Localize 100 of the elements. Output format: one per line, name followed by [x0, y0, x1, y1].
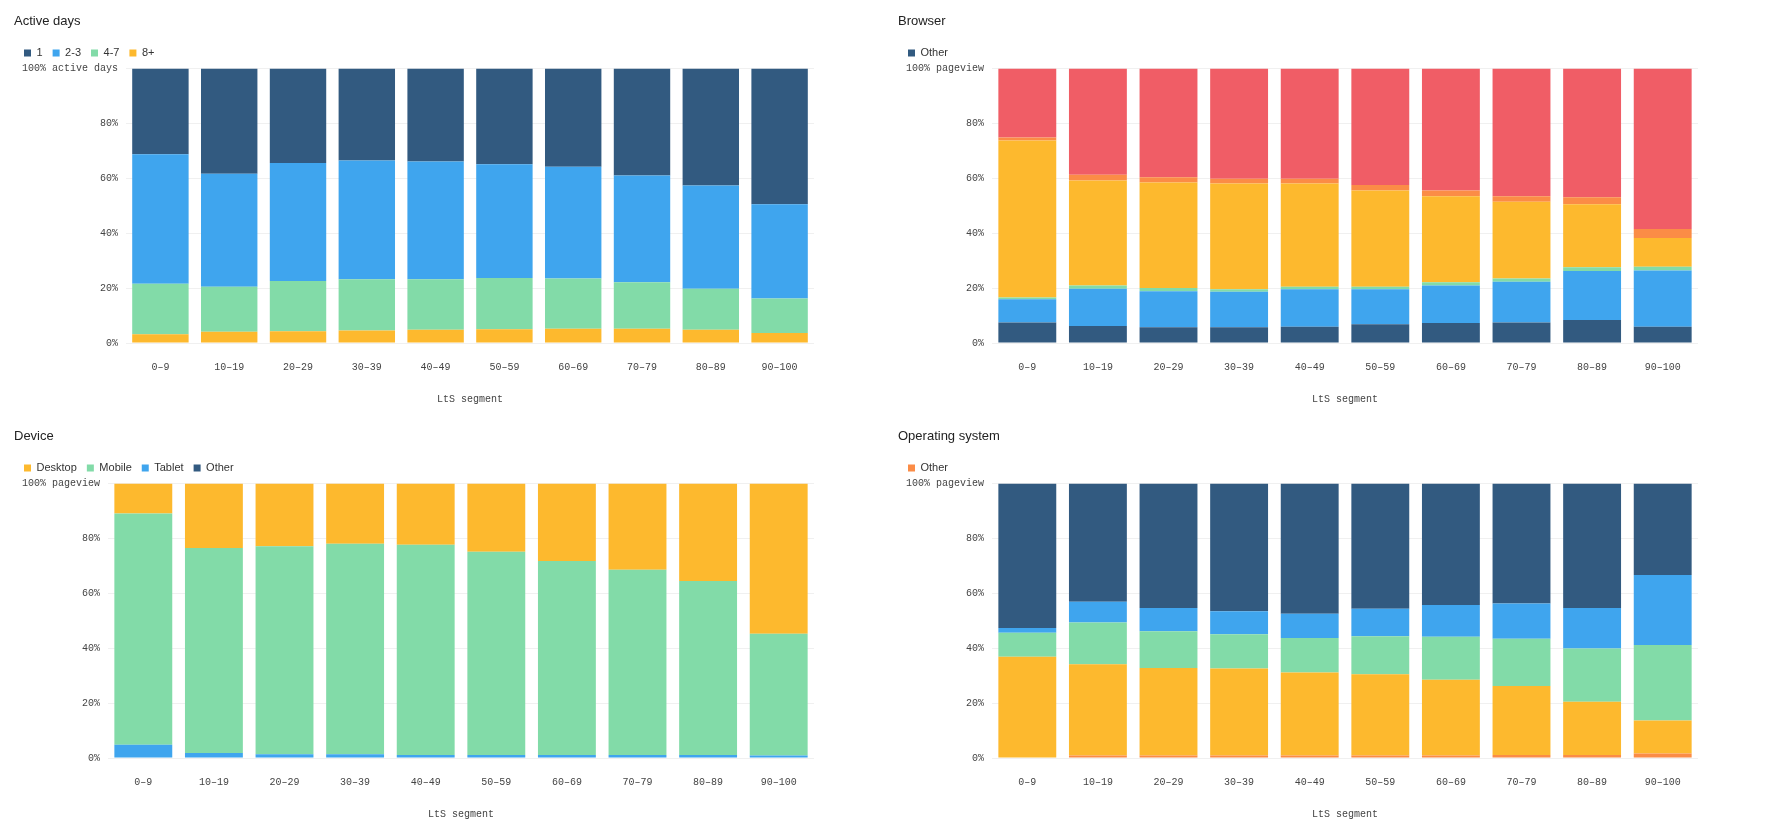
- bar: [998, 140, 1057, 298]
- bar: [1139, 291, 1198, 328]
- bar: [1068, 174, 1127, 181]
- bar: [467, 551, 526, 755]
- x-axis-title: LtS segment: [1312, 393, 1379, 405]
- y-tick-label: 100% active days: [22, 63, 119, 75]
- bar: [1563, 204, 1622, 268]
- x-tick-label: 80–89: [1577, 776, 1608, 788]
- y-tick-label: 100% pageview: [906, 478, 985, 490]
- bar: [1351, 324, 1410, 343]
- bar: [255, 754, 314, 758]
- chart-title: Browser: [898, 13, 947, 29]
- bar: [1139, 327, 1198, 343]
- bar: [476, 164, 533, 278]
- x-tick-label: 90–100: [760, 776, 797, 788]
- y-tick-label: 80%: [82, 533, 101, 545]
- x-tick-label: 60–69: [558, 361, 589, 373]
- bar: [1351, 289, 1410, 325]
- x-tick-label: 20–29: [1153, 776, 1184, 788]
- bar: [998, 137, 1057, 141]
- x-tick-label: 70–79: [627, 361, 658, 373]
- bar: [114, 483, 173, 514]
- bar: [184, 483, 243, 549]
- bar: [998, 656, 1057, 758]
- bar: [1633, 644, 1692, 721]
- bar: [608, 483, 667, 570]
- x-tick-label: 40–49: [410, 776, 441, 788]
- bar: [1139, 177, 1198, 183]
- bar: [1280, 613, 1339, 639]
- bar: [269, 280, 327, 332]
- bar: [679, 754, 738, 758]
- y-tick-label: 40%: [82, 642, 101, 654]
- bar: [1492, 638, 1551, 687]
- bar: [1280, 68, 1339, 179]
- x-tick-label: 50–59: [489, 361, 520, 373]
- bar: [1492, 196, 1551, 202]
- bar: [396, 483, 455, 545]
- y-tick-label: 100% pageview: [906, 63, 985, 75]
- bar: [1351, 483, 1410, 609]
- bar: [1563, 271, 1622, 320]
- bar: [1421, 190, 1480, 197]
- bar: [338, 279, 396, 331]
- bar: [1280, 289, 1339, 327]
- bar: [1563, 267, 1622, 272]
- bar: [751, 298, 808, 334]
- bar: [751, 68, 808, 205]
- y-tick-label: 20%: [100, 282, 119, 294]
- bar: [998, 483, 1057, 628]
- x-tick-label: 80–89: [1577, 361, 1608, 373]
- bar: [132, 154, 189, 284]
- bar: [1633, 483, 1692, 575]
- y-tick-label: 60%: [966, 173, 985, 184]
- legend-label: Other: [920, 46, 949, 59]
- bar: [1068, 483, 1127, 602]
- y-tick-label: 20%: [966, 282, 985, 294]
- x-tick-label: 50–59: [1365, 776, 1396, 788]
- bar: [1633, 326, 1692, 343]
- x-axis-title: LtS segment: [1312, 808, 1379, 820]
- bar: [998, 299, 1057, 323]
- bar: [1563, 197, 1622, 205]
- bar: [1068, 285, 1127, 289]
- bar: [682, 329, 740, 343]
- bar: [613, 282, 671, 329]
- bar: [1210, 178, 1269, 184]
- bar: [613, 328, 671, 343]
- x-tick-label: 0–9: [134, 776, 153, 788]
- bar: [749, 633, 808, 756]
- chart-title: Operating system: [898, 428, 1000, 444]
- x-tick-label: 70–79: [1506, 776, 1537, 788]
- bar: [1633, 229, 1692, 238]
- bar: [1351, 674, 1410, 756]
- bar: [998, 68, 1057, 138]
- bar: [1139, 483, 1198, 608]
- legend-label: 2-3: [65, 46, 82, 59]
- x-tick-label: 70–79: [622, 776, 653, 788]
- bar: [184, 753, 243, 758]
- bar: [201, 331, 258, 343]
- bar: [1633, 237, 1692, 267]
- bar: [608, 569, 667, 755]
- x-tick-label: 20–29: [1153, 361, 1184, 373]
- bar: [1563, 319, 1622, 343]
- x-tick-label: 10–19: [198, 776, 229, 788]
- bar: [545, 68, 602, 167]
- x-tick-label: 60–69: [551, 776, 582, 788]
- y-tick-label: 0%: [972, 337, 985, 349]
- bar: [407, 329, 464, 343]
- bar: [338, 68, 396, 161]
- y-tick-label: 0%: [106, 337, 119, 349]
- bar: [545, 166, 602, 279]
- chart-title: Device: [14, 428, 54, 444]
- bar: [1068, 180, 1127, 286]
- bar: [1421, 483, 1480, 605]
- bar: [338, 330, 396, 343]
- bar: [132, 283, 189, 335]
- bar: [407, 279, 464, 330]
- bar: [1633, 574, 1692, 645]
- y-tick-label: 0%: [88, 752, 101, 764]
- bar: [467, 483, 526, 552]
- x-tick-label: 10–19: [1082, 776, 1113, 788]
- bar: [1351, 190, 1410, 287]
